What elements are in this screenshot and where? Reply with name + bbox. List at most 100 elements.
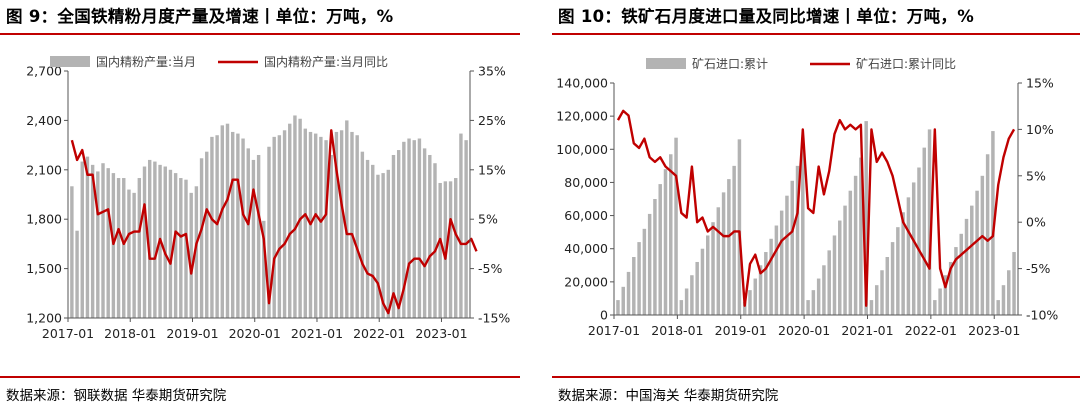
axes: 1,200 1,500 1,800 2,100 2,400 2,700 -15% -5% 5% 1… [26,64,510,342]
bar [790,180,794,315]
bar [996,300,1000,315]
bar [448,181,453,318]
bar [210,136,214,318]
bar [885,257,890,315]
bar [864,121,868,315]
y-left-tick-label: 1,800 [26,212,62,227]
bar [339,130,344,318]
y-left-tick-label: 2,100 [26,162,62,177]
x-tick-label: 2022-01 [353,326,405,341]
bar [230,131,235,318]
bar [246,148,250,318]
bar [137,178,142,318]
bar [647,213,652,315]
bar [801,137,805,315]
bar [985,154,990,315]
legend-bar-label: 国内精粉产量:当月 [96,55,196,69]
bar [721,192,726,315]
bar [695,261,699,315]
chart-title: 图 9：全国铁精粉月度产量及增速丨单位：万吨，% [6,7,394,26]
bar [632,257,636,315]
bar [901,212,905,315]
y-left-tick-label: 1,200 [26,311,62,326]
bar [816,278,821,315]
bar [168,169,173,318]
source-note: 数据来源：中国海关 华泰期货研究院 [558,388,779,404]
bar [85,156,90,318]
bar [417,138,422,318]
y-right-tick-label: 5% [1026,168,1046,183]
bar [282,130,287,318]
bar [147,159,152,318]
bar [716,207,721,315]
bar [822,265,826,315]
y-left-tick-label: 100,000 [556,142,608,157]
x-tick-label: 2020-01 [778,323,830,338]
bar [189,192,193,318]
bar [869,300,874,315]
bar [277,135,282,318]
bar [769,238,773,315]
bar [433,163,437,318]
x-tick-label: 2019-01 [166,326,218,341]
bar [748,290,752,315]
bar [637,242,641,315]
bar [153,161,157,318]
source-note: 数据来源：钢联数据 华泰期货研究院 [6,388,227,404]
legend: 矿石进口:累计 矿石进口:累计同比 [646,57,956,71]
bar [848,190,853,315]
line-series [616,109,1016,307]
bar [350,131,354,318]
bar [459,133,463,318]
legend-bar-swatch [50,56,90,67]
panel-ore-imports: 图 10：铁矿石月度进口量及同比增速丨单位：万吨，% 0 20,000 40,000… [552,0,1080,407]
bottom-rule [0,376,520,378]
bar [360,151,365,318]
bar [220,125,225,318]
bar [386,169,391,318]
bar [663,169,668,315]
bar [843,205,847,315]
bar [241,138,245,318]
bar [199,158,204,318]
bar [827,250,831,315]
bar [1007,270,1011,315]
y-right-tick-label: 15% [478,162,506,177]
bar [272,136,276,318]
bar [132,192,136,318]
bar [438,182,442,318]
bar [80,161,84,318]
bar [970,205,974,315]
bar [428,154,432,318]
bar [127,189,131,318]
bar [917,167,921,315]
bar [642,228,647,315]
chart-ore-imports: 0 20,000 40,000 60,000 80,000 100,000 120,000 1… [556,57,1058,338]
bar [194,186,199,318]
x-tick-label: 2018-01 [104,326,156,341]
bar [111,173,116,318]
y-left-tick-label: 20,000 [564,274,608,289]
bar [402,141,406,318]
legend-line-label: 矿石进口:累计同比 [856,57,956,71]
y-left-tick-label: 40,000 [564,241,608,256]
bar [700,248,705,315]
bar [621,286,625,315]
bar [251,159,256,318]
x-tick-label: 2020-01 [229,326,281,341]
bar [927,129,932,315]
y-right-tick-label: 5% [478,212,498,227]
bar [412,140,416,318]
bar [407,138,411,318]
bar [880,270,884,315]
bar [690,275,694,315]
chart-iron-concentrate: 1,200 1,500 1,800 2,100 2,400 2,700 -15% -5% 5% 1… [26,55,510,342]
x-tick-label: 2019-01 [715,323,767,338]
x-tick-label: 2021-01 [841,323,893,338]
bar [267,146,271,318]
y-right-tick-label: 0% [1026,215,1046,230]
bar [288,123,292,318]
bar [236,133,240,318]
x-tick-label: 2018-01 [651,323,703,338]
bar [313,133,318,318]
